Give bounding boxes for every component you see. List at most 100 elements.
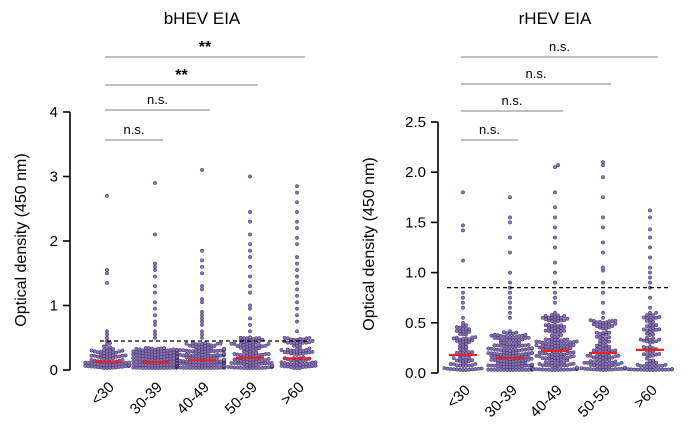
data-point <box>282 335 287 340</box>
data-point <box>143 346 148 350</box>
data-point <box>588 318 593 323</box>
data-point <box>553 323 557 328</box>
data-point <box>546 322 551 327</box>
data-point <box>295 190 299 195</box>
data-point <box>588 359 593 364</box>
data-point <box>641 352 646 357</box>
data-point <box>111 347 116 351</box>
data-point <box>657 337 662 342</box>
data-point <box>153 264 157 269</box>
data-point <box>461 355 465 360</box>
data-point <box>654 310 659 315</box>
data-point <box>644 335 649 340</box>
data-point <box>543 323 548 328</box>
data-point <box>83 363 88 368</box>
data-point <box>543 313 548 318</box>
data-point <box>153 329 157 334</box>
data-point <box>508 315 512 320</box>
data-point <box>229 361 234 365</box>
data-point <box>153 181 157 185</box>
chart-title: rHEV EIA <box>519 9 592 28</box>
data-point <box>582 366 587 371</box>
data-point <box>553 215 557 220</box>
data-point <box>568 350 573 355</box>
data-point <box>537 362 542 367</box>
data-point <box>215 352 220 357</box>
data-point <box>591 322 596 327</box>
data-point <box>530 362 534 367</box>
data-point <box>562 318 567 323</box>
data-point <box>295 287 299 292</box>
data-point <box>209 353 214 358</box>
data-point <box>238 335 243 340</box>
data-point <box>171 347 176 352</box>
data-point <box>498 358 503 363</box>
data-point <box>579 366 584 371</box>
data-point <box>504 348 509 353</box>
y-tick-label: 1 <box>50 298 58 315</box>
data-point <box>553 260 557 265</box>
data-point <box>553 190 557 195</box>
significance-label: n.s. <box>502 93 523 108</box>
data-point <box>559 323 564 328</box>
data-point <box>526 335 531 340</box>
data-point <box>534 353 539 358</box>
data-point <box>470 350 475 355</box>
data-point <box>654 339 659 344</box>
data-point <box>184 348 189 353</box>
data-point <box>559 338 564 343</box>
data-point <box>654 360 659 365</box>
data-point <box>222 351 226 356</box>
data-point <box>200 258 204 263</box>
data-point <box>651 320 656 325</box>
data-point <box>108 348 113 353</box>
data-point <box>508 195 512 200</box>
y-axis-label: Optical density (450 nm) <box>13 153 30 326</box>
data-point <box>651 364 656 369</box>
data-point <box>504 335 509 340</box>
data-point <box>549 313 554 317</box>
data-point <box>501 330 506 335</box>
data-point <box>517 353 522 357</box>
data-point <box>153 332 157 337</box>
data-point <box>200 313 204 318</box>
data-point <box>137 353 142 358</box>
panel-bhev: bHEV EIA Optical density (450 nm) 0 1 2 3 4 <… <box>13 9 318 418</box>
y-tick-label: 0.5 <box>405 315 426 332</box>
significance-label: ** <box>175 67 188 84</box>
data-point <box>178 348 183 353</box>
data-point <box>295 280 299 285</box>
data-point <box>508 220 512 225</box>
data-point <box>537 350 542 355</box>
data-point <box>295 184 299 189</box>
data-point <box>644 331 649 336</box>
data-point <box>574 339 579 344</box>
data-point <box>235 361 240 366</box>
data-point <box>616 362 621 367</box>
data-point <box>248 306 252 311</box>
data-point <box>651 332 656 337</box>
x-tick-label: 40-49 <box>527 382 566 421</box>
y-tick-label: 2 <box>50 233 58 250</box>
data-point <box>165 348 170 353</box>
data-point <box>601 160 605 165</box>
data-point <box>238 342 243 347</box>
data-point <box>473 335 478 340</box>
data-point <box>546 315 551 320</box>
data-point <box>540 340 545 345</box>
data-point <box>149 346 154 351</box>
data-point <box>489 357 494 362</box>
data-point <box>657 351 662 356</box>
data-point <box>248 242 252 247</box>
data-point <box>279 360 284 365</box>
data-point <box>549 352 554 357</box>
data-point <box>508 295 512 300</box>
data-point <box>111 350 116 355</box>
data-point <box>248 329 252 334</box>
data-point <box>461 300 465 305</box>
x-tick-label: >60 <box>278 379 308 409</box>
data-point <box>153 313 157 318</box>
data-point <box>153 268 157 272</box>
significance-label: n.s. <box>147 92 168 107</box>
data-point <box>543 337 548 342</box>
